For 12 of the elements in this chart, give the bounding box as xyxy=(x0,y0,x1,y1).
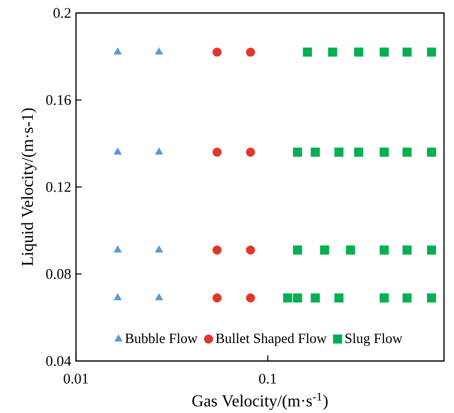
y-tick-label: 0.16 xyxy=(46,95,71,105)
x-tick-label: 0.1 xyxy=(259,374,276,384)
y-tick-label: 0.2 xyxy=(54,8,70,18)
legend-label: Slug Flow xyxy=(345,333,402,346)
y-tick-label: 0.12 xyxy=(46,182,70,192)
x-tick-label: 0.01 xyxy=(64,374,88,384)
x-axis-title: Gas Velocity/(m·s$^{-1}$) xyxy=(192,392,328,410)
y-tick-label: 0.08 xyxy=(46,269,71,279)
y-axis-title: Liquid Velocity/(m·s-1) xyxy=(21,108,36,266)
legend-label: Bullet Shaped Flow xyxy=(216,333,327,346)
y-tick-label: 0.04 xyxy=(46,356,72,366)
legend-label: Bubble Flow xyxy=(125,333,198,344)
